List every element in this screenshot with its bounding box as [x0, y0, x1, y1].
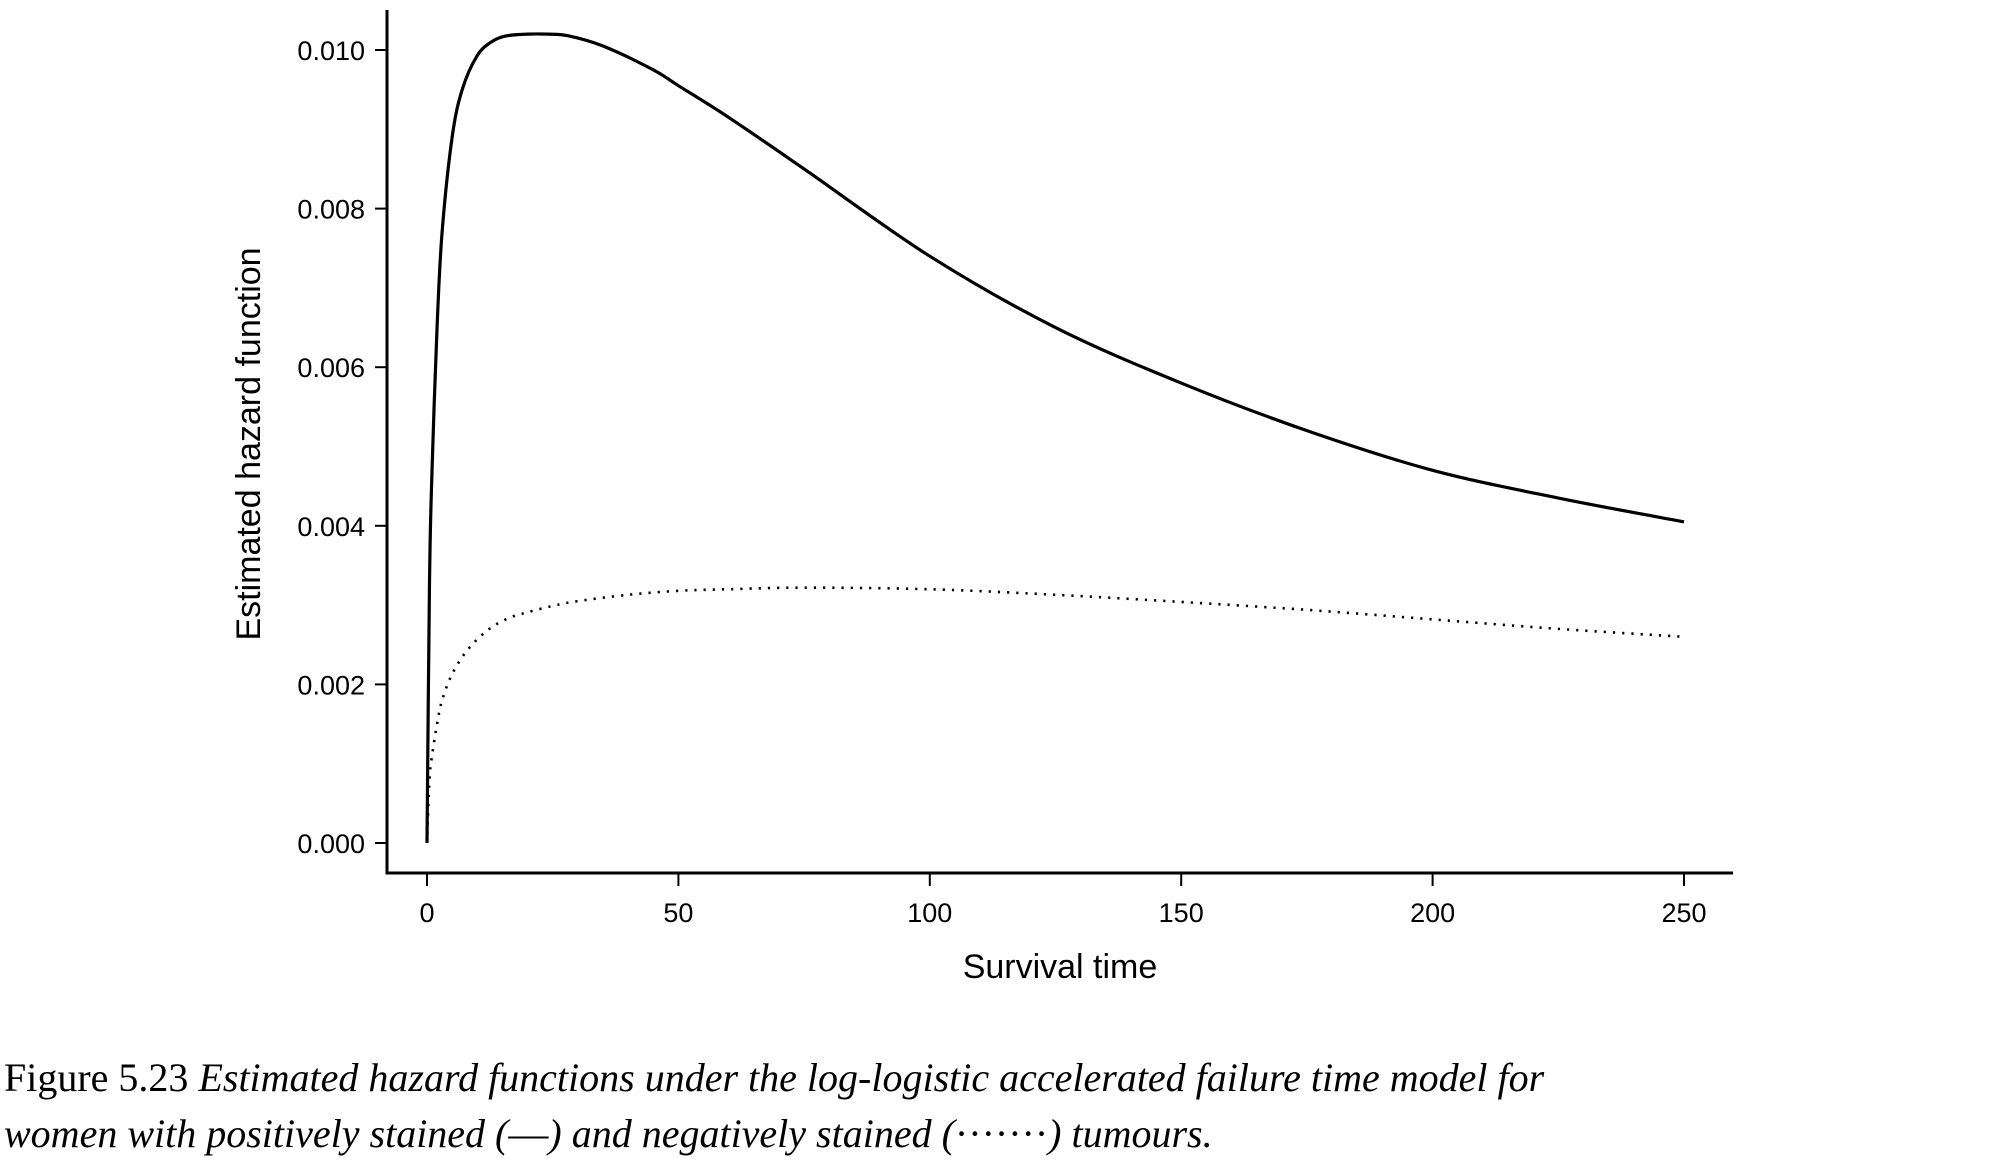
y-tick-label: 0.008 [297, 195, 365, 225]
solid-line-symbol: — [508, 1111, 549, 1156]
x-tick-label: 100 [907, 898, 952, 928]
y-tick-label: 0.000 [297, 829, 365, 859]
caption-text-line-2c: ) tumours. [1048, 1111, 1213, 1156]
dotted-line-symbol: ······· [954, 1111, 1049, 1156]
x-tick-label: 200 [1410, 898, 1455, 928]
y-tick-label: 0.010 [297, 36, 365, 66]
negative-stained-dotted-line [425, 586, 1685, 844]
y-tick-label: 0.002 [297, 670, 365, 700]
y-axis-label: Estimated hazard function [230, 247, 268, 640]
caption-line-1: Figure 5.23 Estimated hazard functions u… [4, 1050, 2014, 1106]
caption-text-line-2a: women with positively stained ( [4, 1111, 509, 1156]
figure-caption: Figure 5.23 Estimated hazard functions u… [4, 1050, 2014, 1162]
x-tick-label: 250 [1661, 898, 1706, 928]
x-tick-label: 0 [419, 898, 434, 928]
y-tick-label: 0.006 [297, 353, 365, 383]
caption-text-line-2b: ) and negatively stained ( [548, 1111, 955, 1156]
y-ticks: 0.000 0.002 0.004 0.006 0.008 0.010 [297, 36, 387, 859]
x-axis-label: Survival time [963, 948, 1158, 986]
x-tick-label: 50 [663, 898, 693, 928]
caption-text-line-1: Estimated hazard functions under the log… [198, 1055, 1545, 1100]
caption-line-2: women with positively stained (—) and ne… [4, 1106, 2014, 1162]
x-ticks: 0 50 100 150 200 250 [419, 873, 1707, 928]
y-tick-label: 0.004 [297, 512, 365, 542]
positive-stained-solid-line [425, 32, 1685, 844]
caption-label: Figure 5.23 [4, 1055, 189, 1100]
series-layer [425, 32, 1685, 844]
axes [385, 10, 1733, 875]
hazard-chart: 0.000 0.002 0.004 0.006 0.008 0.010 0 50 100 150… [230, 10, 1733, 986]
x-tick-label: 150 [1159, 898, 1204, 928]
